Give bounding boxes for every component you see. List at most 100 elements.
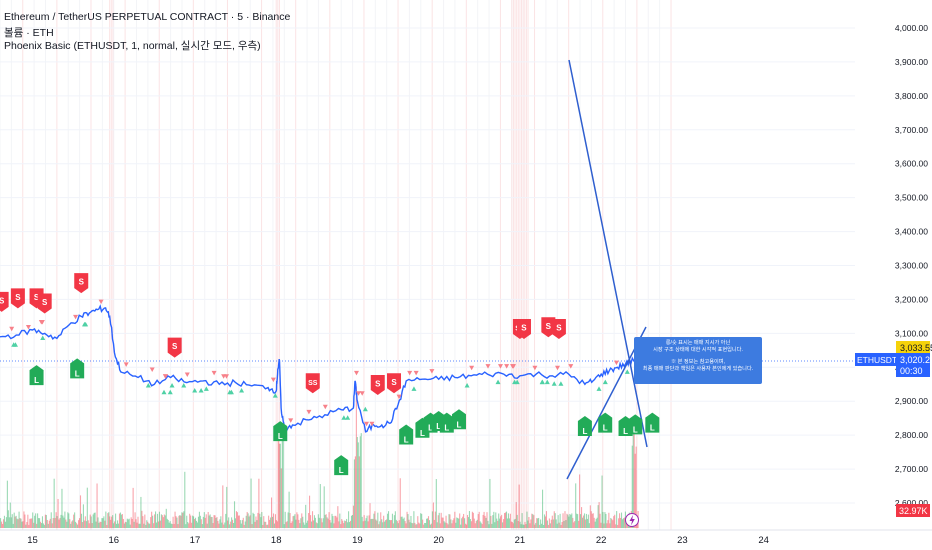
signal-marker [613,360,619,366]
sell-label[interactable]: S [0,291,9,312]
sell-label[interactable]: S [10,288,25,309]
volume-bar [248,516,250,528]
volume-bar [483,511,485,528]
volume-bar [29,518,31,528]
volume-bar [179,515,181,528]
volume-bar [83,520,85,528]
buy-label[interactable]: L [334,455,349,476]
price-axis-ticks[interactable]: 4,000.00 3,900.00 3,800.00 3,700.00 3,600.00… [895,23,928,508]
volume-bar [271,497,273,528]
volume-bar [245,515,247,528]
volume-bars [0,386,639,528]
volume-bar [594,521,596,528]
indicator-legend[interactable]: Phoenix Basic (ETHUSDT, 1, normal, 실시간 모… [4,40,261,52]
volume-bar [486,512,488,528]
buy-label[interactable]: L [628,414,643,435]
volume-bar [398,520,400,528]
trendline-up[interactable] [566,326,647,480]
volume-bar [20,518,22,528]
buy-label[interactable]: L [439,412,454,433]
volume-bar [172,516,174,528]
volume-bar [147,521,149,528]
sell-label[interactable]: S [541,317,556,338]
buy-label[interactable]: L [451,409,466,430]
sell-label[interactable]: S [37,293,52,314]
buy-label[interactable]: L [273,421,288,442]
volume-bar [450,519,452,528]
volume-bar [200,519,202,528]
sell-label[interactable]: S [167,337,182,358]
volume-bar [357,442,359,528]
volume-bar [355,386,357,528]
high-price-tag [896,341,930,354]
time-tick-label: 16 [108,535,119,546]
volume-bar [250,478,252,528]
volume-bar [323,486,325,528]
volume-bar [133,521,135,528]
volume-bar [480,522,482,528]
volume-bar [611,518,613,528]
time-tick-label: 22 [596,535,607,546]
sell-label[interactable]: S [551,318,566,339]
sell-label[interactable]: S [74,273,89,294]
volume-bar [208,515,210,528]
volume-bar [583,513,586,528]
volume-bar [556,523,558,528]
buy-label[interactable]: L [577,416,592,437]
volume-bar [524,521,526,528]
volume-bar [224,522,226,528]
sell-label[interactable]: S [516,318,531,339]
volume-bar [441,517,443,528]
sell-label[interactable]: S [387,373,401,394]
volume-bar [429,524,432,528]
volume-bar [212,523,214,528]
volume-bar [178,515,180,528]
buy-label[interactable]: L [70,358,85,379]
volume-bar [634,453,636,528]
volume-bar [240,523,242,528]
volume-bar [38,518,41,528]
volume-bar [18,511,20,528]
volume-bar [263,516,265,528]
volume-bar [242,517,244,528]
volume-bar [84,516,86,528]
high-price-text: 3,033.55 [900,343,932,353]
price-series-line [0,304,639,433]
volume-bar [490,515,492,528]
sell-label[interactable]: SS [305,373,320,394]
volume-bar [399,478,401,528]
volume-bar [396,521,398,528]
volume-bar [374,511,376,528]
price-tick-label: 2,700.00 [895,464,928,474]
volume-bar [543,514,546,528]
buy-label[interactable]: L [598,412,613,433]
sell-label-text: S [42,298,48,307]
volume-bar [129,524,131,528]
volume-bar [445,515,447,528]
volume-bar [601,475,603,528]
buy-label-text: L [623,427,628,436]
volume-bar [77,524,79,528]
volume-bar [27,514,29,528]
volume-bar [78,518,81,528]
buy-label[interactable]: L [399,424,414,445]
volume-bar [227,520,229,528]
volume-bar [497,520,499,528]
volume-bar [288,491,290,528]
volume-bar [298,519,300,528]
volume-bar [69,519,71,528]
volume-bar [228,517,230,528]
sell-label[interactable]: S [370,374,385,395]
volume-bar [122,518,124,528]
time-axis-ticks[interactable]: 15 16 17 18 19 20 21 22 23 24 [27,535,769,546]
buy-label[interactable]: L [645,412,660,433]
buy-label[interactable]: L [29,365,44,386]
volume-bar [440,512,442,528]
volume-bar [265,521,267,528]
trendline-down[interactable] [568,59,648,448]
volume-bar [430,523,432,528]
volume-bar [621,519,624,528]
volume-bar [334,515,336,528]
